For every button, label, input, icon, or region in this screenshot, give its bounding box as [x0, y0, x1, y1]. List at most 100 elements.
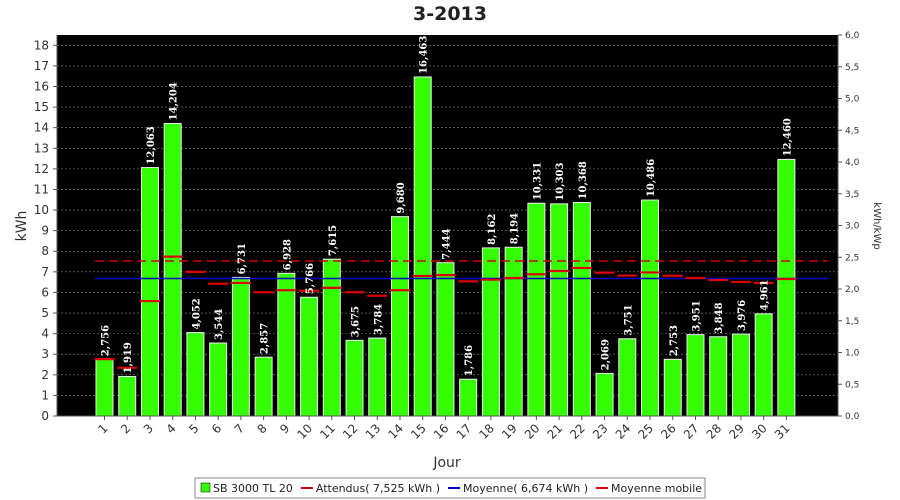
bar-value-label: 12,063 [146, 126, 157, 164]
x-tick-label: 23 [590, 421, 611, 442]
x-tick-label: 7 [232, 421, 247, 436]
legend-label: SB 3000 TL 20 [213, 482, 293, 495]
bar-value-label: 3,751 [623, 304, 634, 335]
bar-value-label: 2,857 [260, 323, 271, 354]
x-tick-label: 20 [522, 421, 543, 442]
legend-label: Moyenne( 6,674 kWh ) [463, 482, 588, 495]
x-tick-label: 28 [704, 421, 725, 442]
y-tick-label: 5 [41, 306, 49, 320]
x-tick-label: 11 [317, 421, 338, 442]
bar-value-label: 8,162 [487, 214, 498, 245]
bar-value-label: 3,976 [737, 300, 748, 331]
y-tick-label: 9 [41, 224, 49, 238]
x-tick-label: 3 [141, 421, 156, 436]
y-right-tick-label: 4,0 [845, 158, 860, 168]
bar-value-label: 10,303 [555, 163, 566, 201]
bar-value-label: 16,463 [419, 36, 430, 74]
y-tick-label: 6 [41, 285, 49, 299]
bar [504, 246, 523, 417]
bar-value-label: 9,680 [396, 182, 407, 213]
x-tick-label: 5 [186, 421, 201, 436]
bar [777, 158, 796, 417]
y-tick-label: 10 [34, 203, 49, 217]
bar-value-label: 1,919 [123, 342, 134, 373]
x-tick-label: 19 [499, 421, 520, 442]
x-tick-label: 9 [277, 421, 292, 436]
bar-value-label: 4,961 [760, 280, 771, 311]
y-tick-label: 11 [34, 182, 49, 196]
x-tick-label: 1 [95, 421, 110, 436]
y-tick-label: 3 [41, 347, 49, 361]
bar [595, 372, 614, 417]
bar [118, 375, 137, 417]
y-right-tick-label: 0,0 [845, 412, 860, 422]
bar [731, 333, 750, 417]
bar-value-label: 7,444 [441, 228, 452, 259]
bar [322, 258, 341, 417]
bar [481, 247, 500, 417]
y-tick-label: 16 [34, 79, 49, 93]
bar [527, 202, 546, 417]
bar [686, 334, 705, 417]
legend-swatch [200, 482, 211, 493]
bar-value-label: 2,756 [101, 325, 112, 356]
y-axis-label: kWh [14, 211, 30, 242]
y-right-tick-label: 5,0 [845, 95, 860, 105]
x-tick-label: 10 [294, 421, 315, 442]
y-tick-label: 13 [34, 141, 49, 155]
bar [209, 342, 228, 417]
bar [186, 332, 205, 417]
y-tick-label: 4 [41, 327, 49, 341]
bar [572, 201, 591, 417]
x-tick-label: 29 [726, 421, 747, 442]
x-tick-label: 27 [681, 421, 702, 442]
y-right-tick-label: 2,0 [845, 285, 860, 295]
bar-value-label: 4,052 [191, 298, 202, 329]
bar-value-label: 14,204 [169, 82, 180, 120]
bar-value-label: 3,675 [351, 306, 362, 337]
bar [95, 358, 114, 417]
legend: SB 3000 TL 20 Attendus( 7,525 kWh ) Moyenn… [194, 477, 706, 499]
bar [459, 378, 478, 417]
bar-value-label: 3,784 [373, 304, 384, 335]
x-tick-label: 13 [363, 421, 384, 442]
y-axis-right-label: kWh/kWp [871, 202, 882, 249]
y-right-tick-label: 5,5 [845, 63, 859, 73]
y-right-tick-label: 1,5 [845, 317, 859, 327]
y-tick-label: 2 [41, 368, 49, 382]
bar [345, 339, 364, 417]
value-labels: 2,756 1,919 12,063 14,204 4,052 3,544 6,731 2,8… [101, 36, 794, 377]
bar-value-label: 3,848 [714, 302, 725, 333]
x-tick-label: 2 [118, 421, 133, 436]
bar-value-label: 7,615 [328, 225, 339, 256]
chart-title: 3-2013 [413, 3, 487, 25]
y-right-tick-label: 0,5 [845, 380, 859, 390]
bars [95, 76, 796, 417]
x-tick-label: 4 [164, 421, 179, 436]
bar [163, 122, 182, 417]
bar-value-label: 12,460 [782, 118, 793, 156]
legend-label: Attendus( 7,525 kWh ) [316, 482, 440, 495]
bar [254, 356, 273, 417]
bar-value-label: 3,951 [691, 300, 702, 331]
y-right-tick-label: 6,0 [845, 31, 860, 41]
bar-value-label: 6,731 [237, 243, 248, 274]
bar [550, 203, 569, 417]
x-tick-label: 30 [749, 421, 770, 442]
bar-value-label: 2,069 [601, 339, 612, 370]
bar [436, 262, 455, 417]
bar [390, 216, 409, 417]
y-tick-label: 17 [34, 59, 49, 73]
y-right-tick-label: 2,5 [845, 253, 859, 263]
x-tick-label: 6 [209, 421, 224, 436]
x-tick-label: 26 [658, 421, 679, 442]
bar [277, 272, 296, 417]
y-tick-label: 8 [41, 244, 49, 258]
y-tick-label: 15 [34, 100, 49, 114]
bar-value-label: 10,368 [578, 161, 589, 199]
x-tick-label: 31 [772, 421, 793, 442]
bar-value-label: 10,486 [646, 159, 657, 197]
y-tick-label: 18 [34, 38, 49, 52]
x-tick-label: 25 [635, 421, 656, 442]
